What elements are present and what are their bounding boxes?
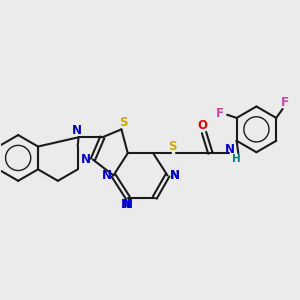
Text: N: N — [225, 143, 235, 156]
Text: N: N — [169, 169, 179, 182]
Text: N: N — [169, 169, 179, 182]
Text: F: F — [216, 107, 224, 120]
Text: N: N — [101, 169, 112, 182]
Text: N: N — [123, 198, 133, 211]
Text: H: H — [232, 154, 241, 164]
Text: N: N — [72, 124, 82, 137]
Text: O: O — [197, 119, 207, 132]
Text: N: N — [81, 153, 91, 166]
Text: N: N — [121, 197, 131, 211]
Text: S: S — [168, 140, 176, 153]
Text: F: F — [281, 95, 289, 109]
Text: S: S — [119, 116, 127, 129]
